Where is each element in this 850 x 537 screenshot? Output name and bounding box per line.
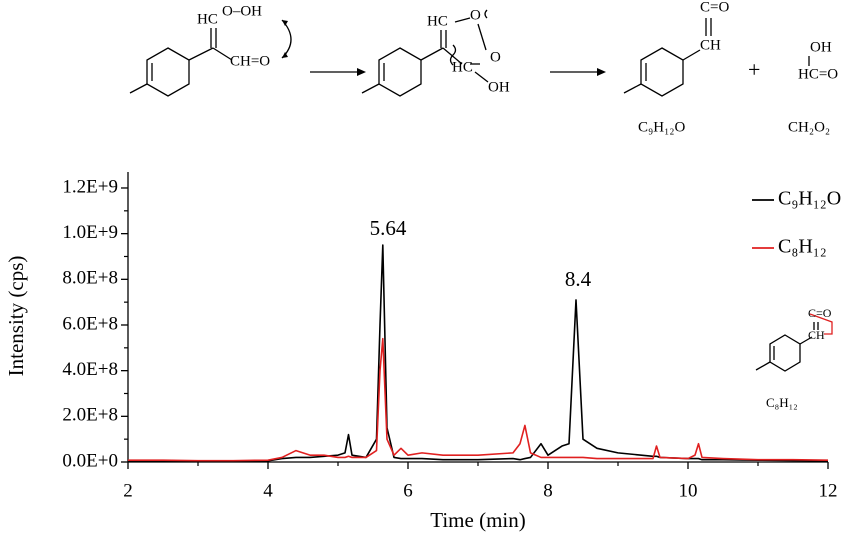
atom-label: O bbox=[490, 49, 501, 65]
y-tick-label: 1.0E+9 bbox=[62, 222, 118, 243]
atom-label: O bbox=[470, 7, 481, 23]
atom-label: O–OH bbox=[222, 3, 262, 19]
data-line bbox=[128, 337, 829, 462]
atom-label: CH bbox=[700, 37, 721, 53]
atom-label: C=O bbox=[700, 0, 729, 15]
x-tick-label: 8 bbox=[543, 480, 553, 501]
atom-label: HC bbox=[427, 13, 448, 29]
reaction-scheme: HC O–OH CH=O HC O O HC OH bbox=[129, 0, 838, 410]
legend-label: C₉H₁₂O bbox=[778, 188, 841, 210]
molecule: C=O CH + OH HC=O C₉H₁₂O CH₂O₂ bbox=[623, 0, 838, 135]
x-tick-label: 10 bbox=[679, 480, 698, 501]
molecule: HC O O HC OH bbox=[361, 7, 510, 97]
formula: CH₂O₂ bbox=[788, 119, 830, 135]
atom-label: HC=O bbox=[798, 66, 838, 82]
molecule: HC O–OH CH=O bbox=[129, 3, 292, 97]
inset-molecule: C=O CH C₈H₁₂ bbox=[755, 306, 833, 410]
x-tick-label: 4 bbox=[263, 480, 273, 501]
x-tick-label: 2 bbox=[123, 480, 133, 501]
atom-label: HC bbox=[197, 11, 218, 27]
atom-label: CH bbox=[808, 328, 825, 342]
x-axis-title: Time (min) bbox=[430, 508, 525, 532]
atom-label: C=O bbox=[808, 306, 832, 320]
y-tick-label: 2.0E+8 bbox=[62, 405, 118, 426]
data-line bbox=[128, 244, 829, 462]
x-tick-label: 12 bbox=[819, 480, 838, 501]
atom-label: OH bbox=[810, 39, 832, 55]
y-tick-label: 6.0E+8 bbox=[62, 313, 118, 334]
peak-label: 8.4 bbox=[565, 267, 592, 291]
y-axis-title: Intensity (cps) bbox=[4, 256, 28, 377]
y-tick-label: 4.0E+8 bbox=[62, 359, 118, 380]
plus-sign: + bbox=[748, 57, 760, 82]
atom-label: CH=O bbox=[230, 53, 270, 69]
peak-label: 5.64 bbox=[370, 216, 407, 240]
formula: C₈H₁₂ bbox=[766, 395, 798, 410]
y-tick-label: 8.0E+8 bbox=[62, 268, 118, 289]
formula: C₉H₁₂O bbox=[638, 119, 686, 135]
atom-label: OH bbox=[488, 79, 510, 95]
atom-label: HC bbox=[452, 59, 473, 75]
x-tick-label: 6 bbox=[403, 480, 413, 501]
y-tick-label: 1.2E+9 bbox=[62, 176, 118, 197]
y-tick-label: 0.0E+0 bbox=[62, 450, 118, 471]
legend-label: C₈H₁₂ bbox=[778, 236, 827, 258]
